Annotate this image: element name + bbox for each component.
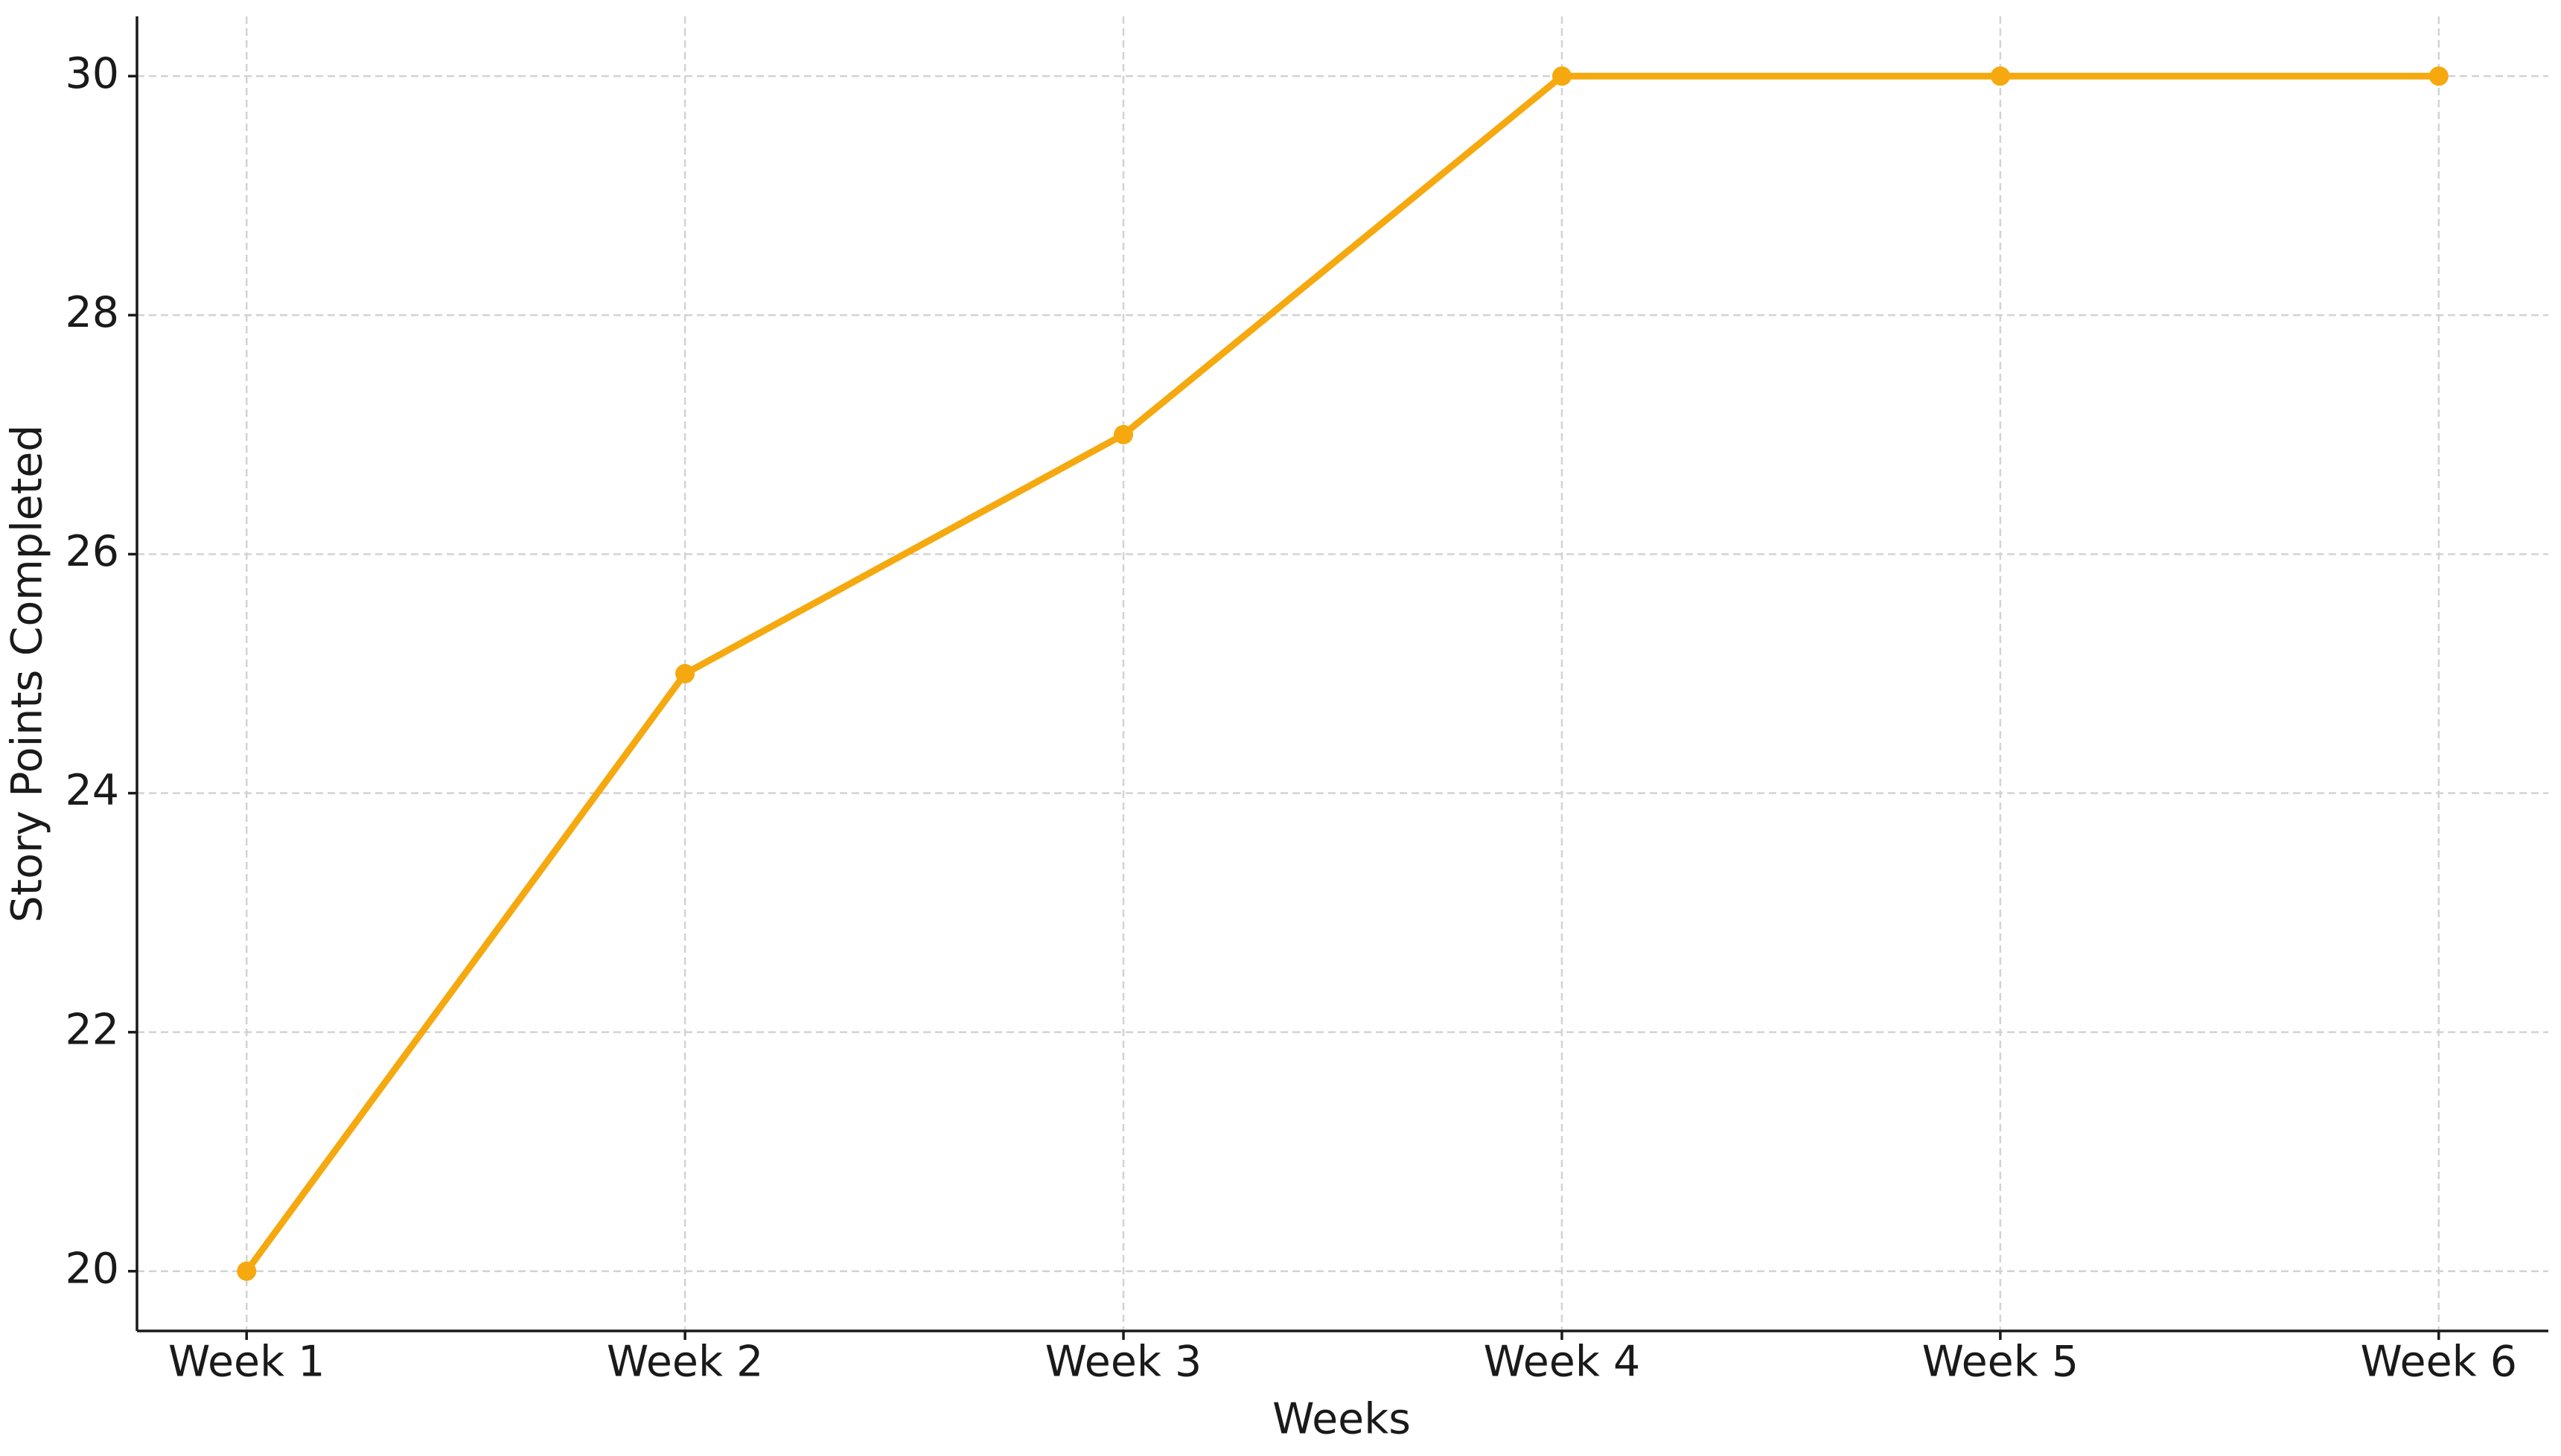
x-tick-label: Week 1 (168, 1338, 325, 1387)
y-tick-label: 20 (65, 1244, 119, 1293)
y-tick-label: 24 (65, 766, 119, 815)
y-tick-label: 22 (65, 1005, 119, 1054)
x-tick-label: Week 4 (1484, 1338, 1641, 1387)
marker (1990, 66, 2010, 86)
line (243, 72, 2439, 1274)
y-tick-label: 30 (65, 49, 119, 98)
marker (675, 664, 695, 683)
marker (1551, 66, 1572, 86)
x-tick-label: Week 6 (2360, 1338, 2517, 1387)
y-tick-label: 26 (65, 527, 119, 576)
x-tick-label: Week 2 (607, 1338, 764, 1387)
x-axis-label: Weeks (1272, 1395, 1411, 1444)
y-axis-label: Story Points Completed (3, 425, 52, 923)
x-tick-label: Week 3 (1045, 1338, 1202, 1387)
marker (2428, 66, 2449, 86)
marker (1114, 424, 1134, 444)
x-tick-label: Week 5 (1922, 1338, 2079, 1387)
marker (237, 1261, 257, 1281)
y-tick-label: 28 (65, 288, 119, 337)
